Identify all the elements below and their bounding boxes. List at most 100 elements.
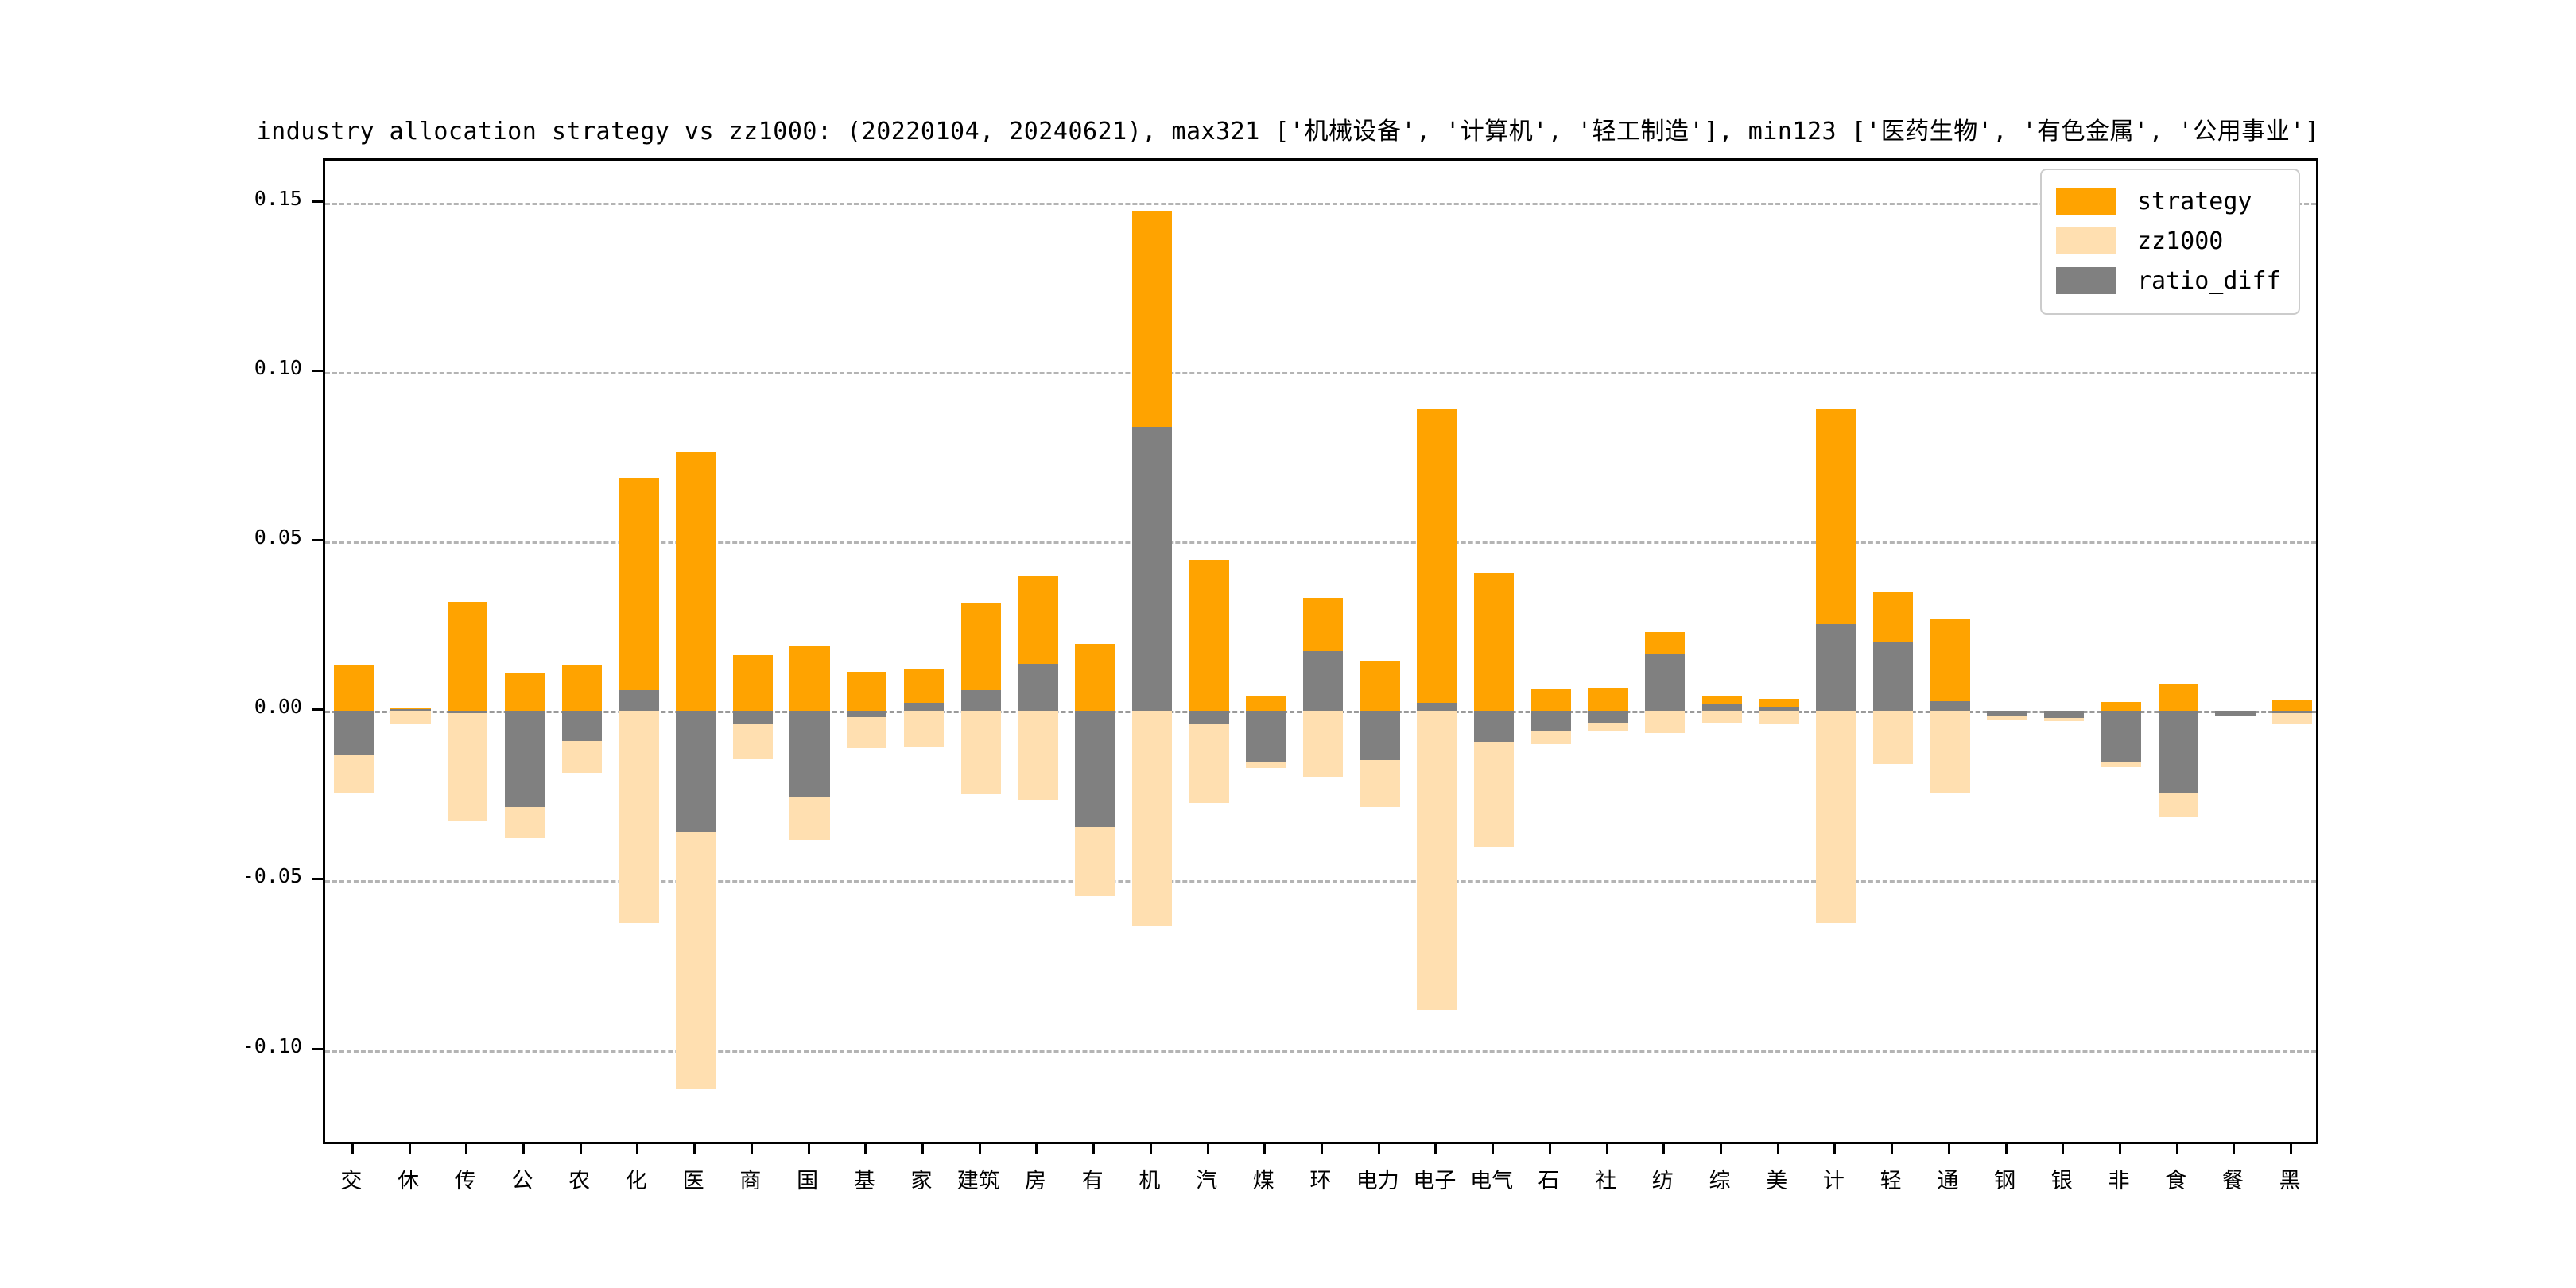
bar-group[interactable] xyxy=(448,161,488,1142)
bar-segment-ratio-diff xyxy=(390,709,431,712)
bar-segment-zz1000 xyxy=(1759,711,1799,724)
x-tick-label: 环 xyxy=(1309,1169,1332,1193)
bar-group[interactable] xyxy=(1701,161,1743,1142)
bar-group[interactable] xyxy=(1873,161,1914,1142)
bar-group[interactable] xyxy=(960,161,1001,1142)
bar-segment-zz1000 xyxy=(1873,711,1914,765)
bar-segment-strategy xyxy=(1075,644,1115,712)
bar-group[interactable] xyxy=(504,161,545,1142)
bar-group[interactable] xyxy=(1530,161,1571,1142)
bar-group[interactable] xyxy=(2272,161,2313,1142)
x-tick-mark xyxy=(864,1144,867,1154)
bar-segment-ratio-diff xyxy=(1816,624,1856,712)
bar-group[interactable] xyxy=(1645,161,1686,1142)
x-tick-mark xyxy=(750,1144,753,1154)
bar-segment-ratio-diff xyxy=(1588,711,1628,724)
bar-segment-zz1000 xyxy=(1701,711,1743,724)
x-tick-label: 有 xyxy=(1081,1169,1104,1193)
bar-segment-ratio-diff xyxy=(676,711,716,832)
bar-group[interactable] xyxy=(1930,161,1970,1142)
x-tick-label: 轻 xyxy=(1880,1169,1902,1193)
x-tick-mark xyxy=(693,1144,696,1154)
bar-group[interactable] xyxy=(789,161,830,1142)
y-tick-label: 0.00 xyxy=(254,695,302,719)
bar-group[interactable] xyxy=(1759,161,1799,1142)
x-tick-mark xyxy=(1092,1144,1096,1154)
bar-group[interactable] xyxy=(1018,161,1058,1142)
bar-segment-strategy xyxy=(1189,559,1229,712)
bar-segment-ratio-diff xyxy=(847,711,887,718)
bar-segment-strategy xyxy=(504,673,545,712)
x-tick-mark xyxy=(1263,1144,1267,1154)
bar-segment-ratio-diff xyxy=(1131,426,1172,712)
bar-segment-zz1000 xyxy=(1417,711,1457,1011)
bar-group[interactable] xyxy=(1588,161,1628,1142)
legend-item-zz1000[interactable]: zz1000 xyxy=(2056,221,2281,261)
legend-item-ratio-diff[interactable]: ratio_diff xyxy=(2056,261,2281,301)
bar-group[interactable] xyxy=(1360,161,1400,1142)
y-tick-mark xyxy=(312,200,323,204)
bar-group[interactable] xyxy=(1987,161,2027,1142)
y-tick-label: -0.10 xyxy=(242,1034,302,1057)
bar-segment-zz1000 xyxy=(1131,711,1172,927)
bar-segment-ratio-diff xyxy=(1987,711,2027,717)
y-tick-mark xyxy=(312,370,323,373)
legend-swatch-strategy xyxy=(2056,188,2116,215)
bar-group[interactable] xyxy=(619,161,659,1142)
bar-segment-strategy xyxy=(676,452,716,712)
bar-group[interactable] xyxy=(676,161,716,1142)
x-tick-label: 食 xyxy=(2165,1169,2187,1193)
x-tick-mark xyxy=(465,1144,468,1154)
bar-group[interactable] xyxy=(2158,161,2198,1142)
bar-group[interactable] xyxy=(2101,161,2142,1142)
x-tick-mark xyxy=(921,1144,924,1154)
x-tick-label: 通 xyxy=(1937,1169,1959,1193)
x-tick-label: 农 xyxy=(568,1169,591,1193)
bar-group[interactable] xyxy=(1075,161,1115,1142)
bar-group[interactable] xyxy=(1131,161,1172,1142)
bar-segment-strategy xyxy=(619,478,659,712)
chart-legend[interactable]: strategy zz1000 ratio_diff xyxy=(2040,169,2300,315)
legend-label: strategy xyxy=(2137,187,2252,215)
bar-group[interactable] xyxy=(333,161,374,1142)
x-tick-mark xyxy=(1662,1144,1666,1154)
bar-group[interactable] xyxy=(1302,161,1344,1142)
bar-segment-ratio-diff xyxy=(1873,642,1914,712)
bar-segment-zz1000 xyxy=(903,711,945,747)
x-tick-label: 石 xyxy=(1538,1169,1560,1193)
x-tick-label: 商 xyxy=(739,1169,762,1193)
x-tick-label: 计 xyxy=(1822,1169,1845,1193)
x-tick-label: 非 xyxy=(2108,1169,2130,1193)
bar-group[interactable] xyxy=(1189,161,1229,1142)
bar-segment-ratio-diff xyxy=(1075,711,1115,828)
bars-layer xyxy=(325,161,2316,1142)
bar-group[interactable] xyxy=(561,161,602,1142)
bar-segment-strategy xyxy=(847,672,887,712)
bar-segment-ratio-diff xyxy=(1302,651,1344,712)
bar-group[interactable] xyxy=(2215,161,2256,1142)
bar-segment-ratio-diff xyxy=(1645,654,1686,712)
bar-group[interactable] xyxy=(390,161,431,1142)
x-tick-label: 社 xyxy=(1595,1169,1617,1193)
x-tick-label: 公 xyxy=(511,1169,533,1193)
bar-group[interactable] xyxy=(732,161,773,1142)
bar-segment-ratio-diff xyxy=(903,702,945,712)
x-tick-mark xyxy=(2119,1144,2121,1154)
page-title: industry allocation strategy vs zz1000: … xyxy=(256,118,2320,145)
bar-group[interactable] xyxy=(903,161,945,1142)
bar-segment-ratio-diff xyxy=(2101,711,2142,762)
bar-group[interactable] xyxy=(1246,161,1286,1142)
legend-label: ratio_diff xyxy=(2137,266,2281,295)
x-tick-label: 家 xyxy=(910,1169,933,1193)
bar-segment-ratio-diff xyxy=(561,711,602,741)
bar-segment-ratio-diff xyxy=(2158,711,2198,793)
bar-group[interactable] xyxy=(1474,161,1515,1142)
x-tick-label: 煤 xyxy=(1252,1169,1274,1193)
bar-group[interactable] xyxy=(1816,161,1856,1142)
bar-group[interactable] xyxy=(2044,161,2085,1142)
bar-group[interactable] xyxy=(847,161,887,1142)
bar-group[interactable] xyxy=(1417,161,1457,1142)
x-tick-label: 纺 xyxy=(1651,1169,1674,1193)
legend-item-strategy[interactable]: strategy xyxy=(2056,181,2281,221)
y-tick-label: -0.05 xyxy=(242,864,302,888)
